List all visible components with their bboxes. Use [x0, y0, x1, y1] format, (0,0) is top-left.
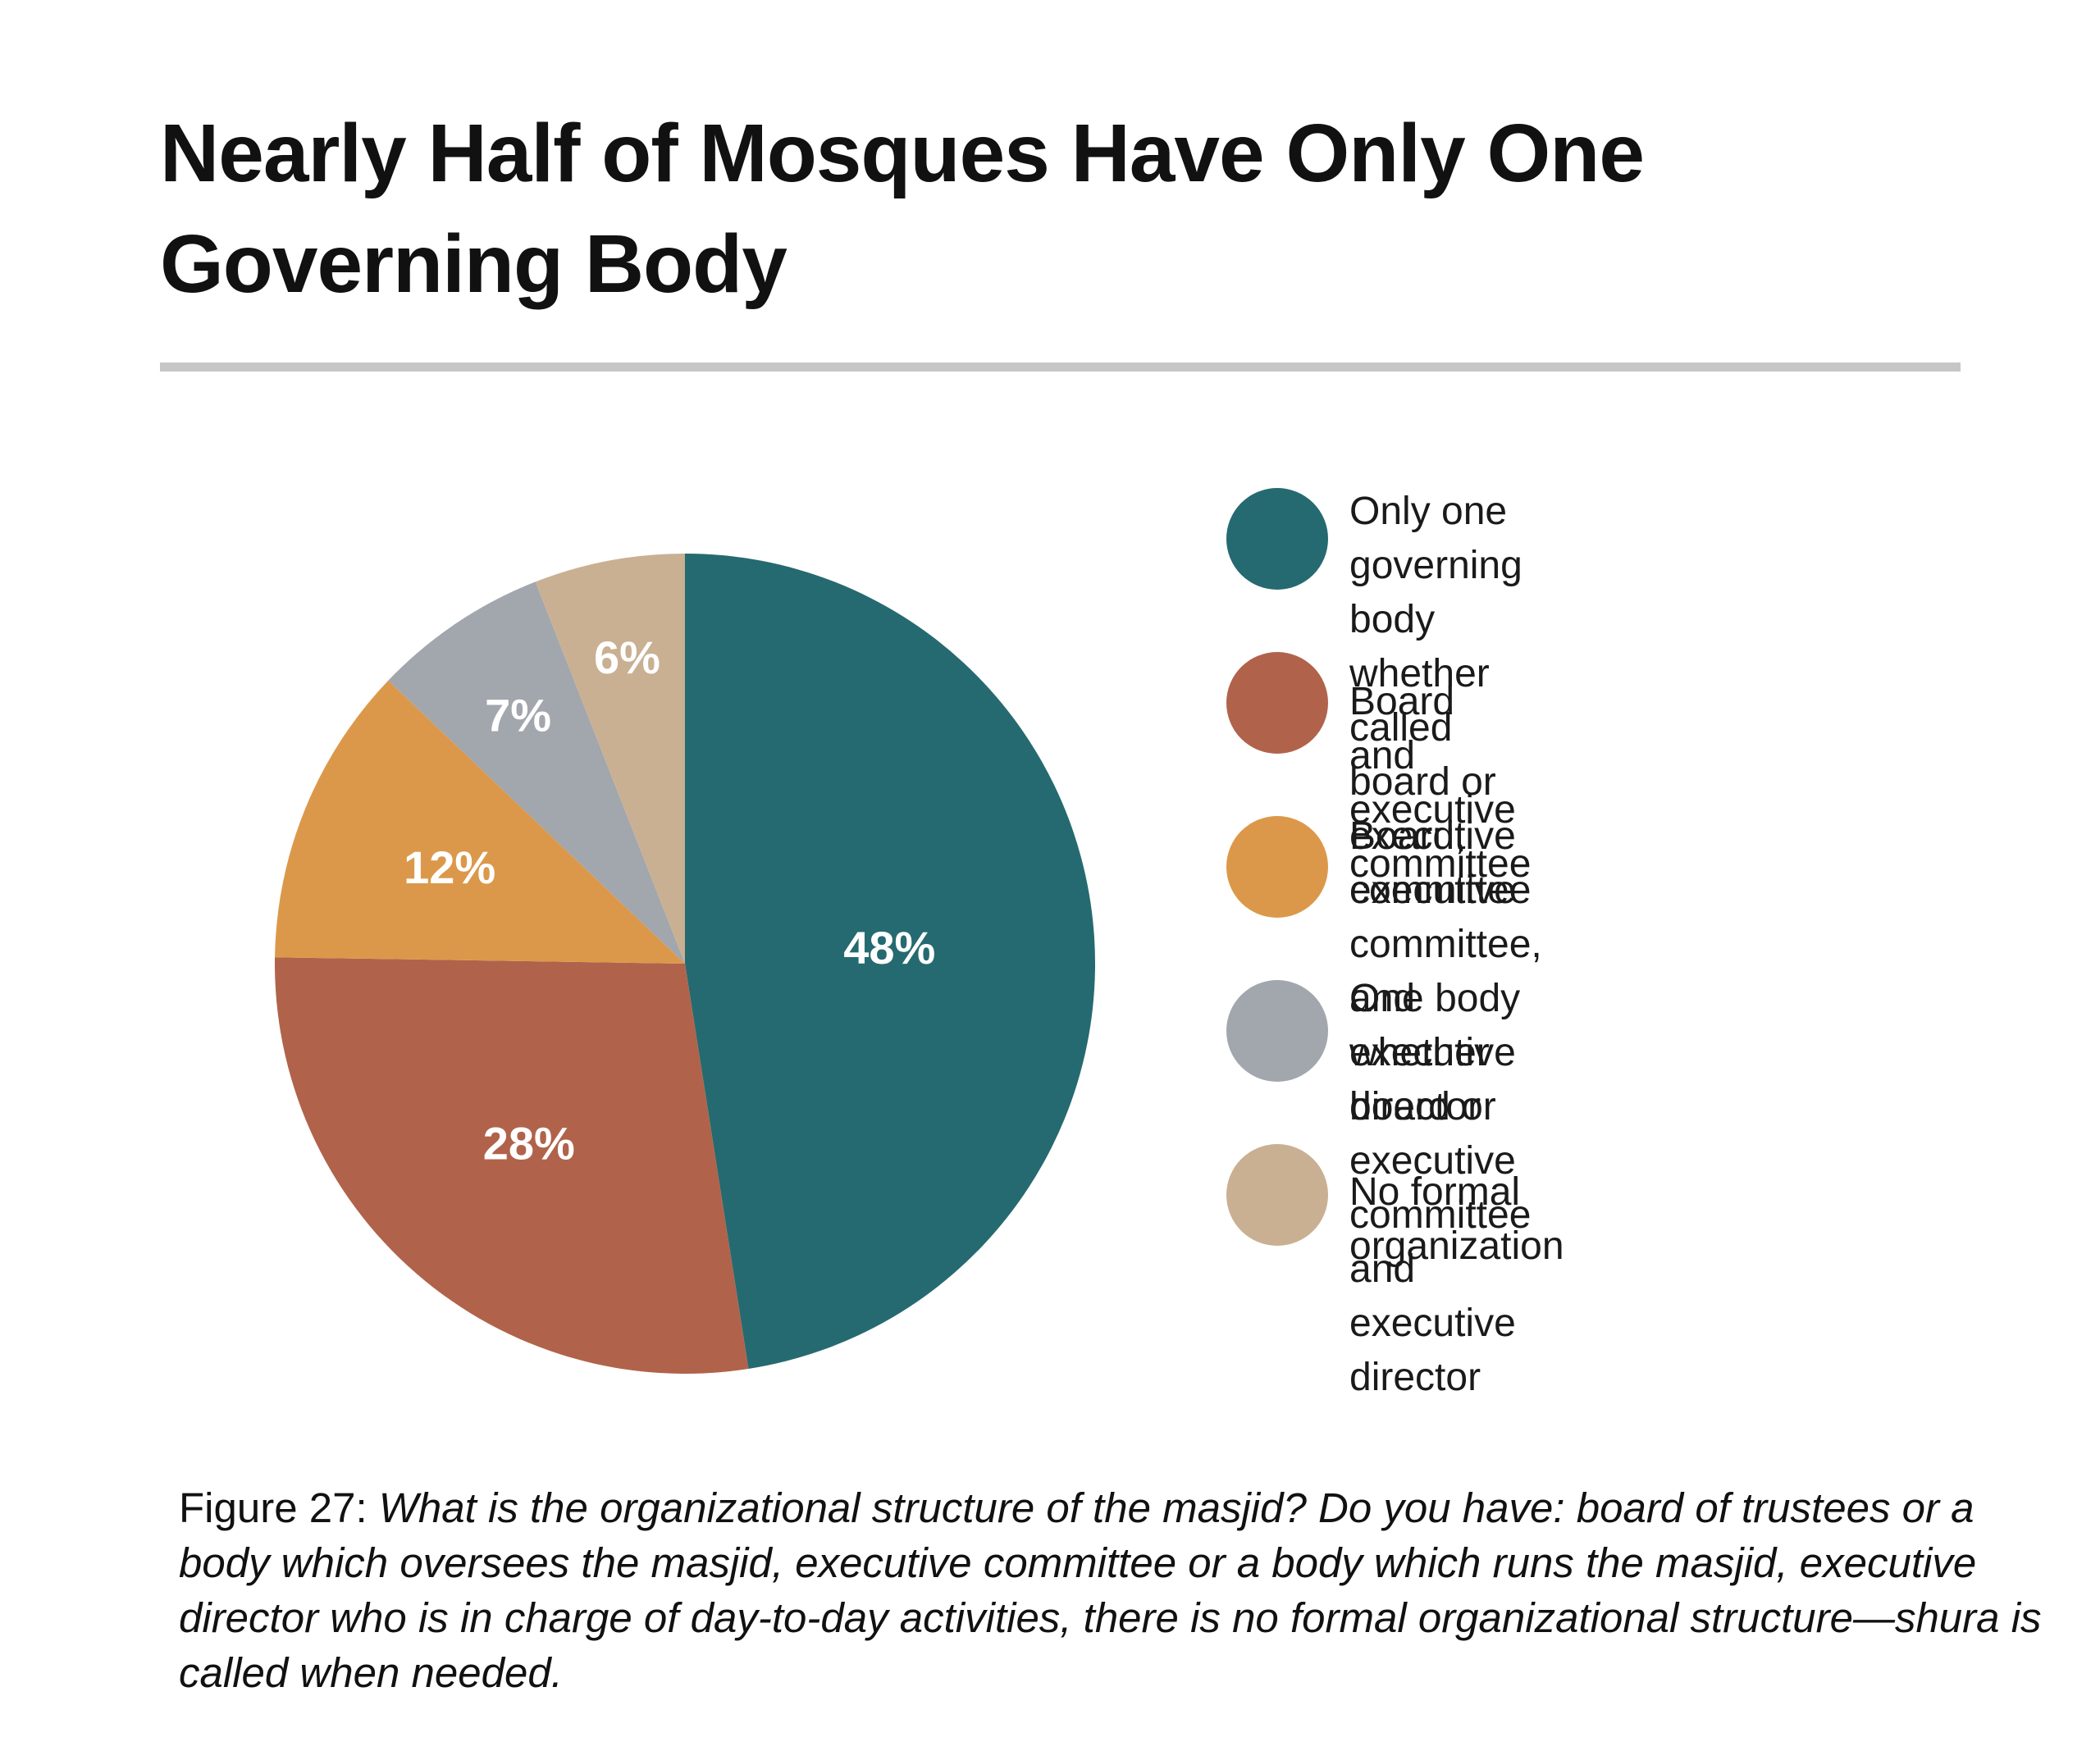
- legend-label: Board, executive committee, and executiv…: [1349, 814, 1542, 1128]
- legend-swatch: [1226, 1144, 1328, 1246]
- pie-slice-label-4: 7%: [485, 689, 551, 741]
- pie-slice-1: [685, 554, 1096, 1369]
- pie-slice-3: [275, 680, 685, 964]
- pie-slice-label-3: 12%: [404, 841, 495, 893]
- chart-title: Nearly Half of Mosques Have Only One Gov…: [160, 107, 1645, 310]
- pie-slice-4: [388, 581, 685, 964]
- pie-slice-2: [274, 957, 749, 1374]
- pie-chart-svg: 48% 28% 12% 7% 6%: [274, 554, 1096, 1374]
- legend-swatch: [1226, 652, 1328, 754]
- pie-slice-label-1: 48%: [843, 922, 935, 973]
- figure-caption: Figure 27: What is the organizational st…: [179, 1480, 2049, 1700]
- pie-slice-label-5: 6%: [594, 632, 660, 683]
- pie-chart: 48% 28% 12% 7% 6%: [254, 533, 1116, 1394]
- legend-label: One body whether board or executive comm…: [1349, 977, 1532, 1399]
- legend-label: No formal organization: [1349, 1170, 1564, 1268]
- caption-label: Figure 27:: [179, 1484, 368, 1531]
- caption-text: What is the organizational structure of …: [179, 1484, 2042, 1696]
- legend-swatch: [1226, 980, 1328, 1082]
- pie-slice-label-2: 28%: [483, 1117, 575, 1169]
- pie-slice-5: [535, 554, 685, 964]
- legend-swatch: [1226, 488, 1328, 590]
- legend-label: Only one governing body whether called b…: [1349, 490, 1532, 912]
- title-divider: [160, 362, 1961, 372]
- legend-label: Board and executive committee: [1349, 680, 1532, 886]
- legend-swatch: [1226, 816, 1328, 918]
